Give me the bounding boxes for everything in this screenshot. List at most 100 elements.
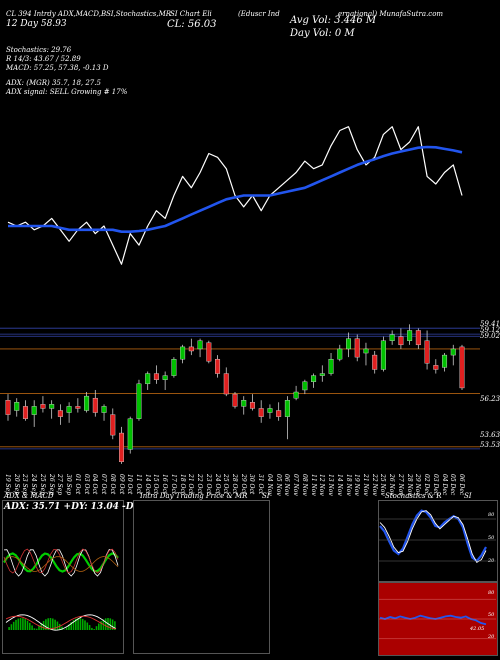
candle-body: [346, 338, 352, 350]
macd-histogram-bar: [95, 626, 98, 630]
macd-signal-line: [5, 615, 117, 630]
rsi-tick-50: 50: [488, 612, 495, 618]
macd-histogram-bar: [109, 618, 112, 630]
intraday-panel-title: Intra Day Trading Price & MR: [140, 492, 248, 500]
price-label-2: 59.12: [480, 326, 500, 334]
header-indicators: CL 394 Intrdy ADX,MACD,B: [6, 10, 107, 18]
price-label-4: 56.23: [480, 395, 500, 403]
stochastics-value: Stochastics: 29.76: [6, 46, 72, 54]
candle-body: [293, 391, 299, 399]
candle-body: [433, 365, 439, 370]
stoch-tick-80: 80: [488, 512, 495, 518]
macd-histogram-bar: [49, 618, 52, 630]
day-volume: Day Vol: 0 M: [290, 28, 355, 39]
macd-histogram-bar: [52, 618, 54, 630]
macd-histogram-bar: [79, 618, 82, 630]
macd-histogram-bar: [81, 618, 84, 630]
candle-body: [258, 408, 264, 417]
macd-histogram-bar: [70, 622, 72, 630]
candle-body: [337, 348, 343, 360]
candle-body: [241, 400, 247, 407]
candle-body: [232, 393, 238, 407]
macd-value: MACD: 57.25, 57.38, -0.13 D: [6, 64, 109, 72]
macd-histogram-bar: [10, 624, 13, 630]
macd-histogram-bar: [24, 619, 26, 630]
candle-body: [442, 354, 448, 368]
macd-line: [5, 614, 117, 631]
candle-body: [180, 346, 186, 360]
minus-di-line: [3, 548, 119, 574]
candle-body: [31, 406, 37, 415]
candle-body: [415, 330, 421, 346]
macd-histogram-bar: [29, 622, 31, 630]
candle-body: [215, 358, 221, 374]
candle-body: [363, 348, 369, 354]
candle-body: [5, 400, 11, 415]
candle-body: [153, 373, 159, 380]
candle-body: [127, 418, 133, 450]
candle-body: [319, 373, 325, 376]
candle-body: [66, 406, 72, 413]
candle-body: [450, 348, 456, 356]
candle-body: [354, 338, 360, 358]
candle-body: [84, 395, 90, 411]
adx-orange-line: [3, 556, 119, 572]
candle-body: [92, 397, 98, 413]
candle-body: [75, 406, 81, 409]
candle-body: [249, 402, 255, 409]
header-company: (Eduscr Ind: [238, 10, 280, 18]
macd-histogram-bar: [8, 627, 10, 630]
price-label-3: 59.02: [480, 332, 500, 340]
adx-panel-title: ADX & MACD: [4, 492, 54, 500]
macd-histogram-bar: [54, 619, 56, 630]
header-indicators-b: SI,Stochastics,MR: [106, 10, 172, 18]
candle-body: [276, 410, 282, 417]
candle-body: [136, 383, 142, 419]
candle-body: [389, 334, 395, 341]
price-label-5: 53.63: [480, 431, 500, 439]
candle-body: [459, 346, 465, 389]
stochastics-panel: [378, 500, 498, 582]
candle-body: [328, 358, 334, 374]
macd-histogram-bar: [47, 618, 49, 630]
candle-body: [223, 373, 229, 395]
rsi-tick-80: 80: [488, 590, 495, 596]
macd-histogram-bar: [93, 629, 95, 630]
macd-histogram-bar: [33, 628, 36, 630]
macd-histogram-bar: [19, 618, 22, 630]
candle-body: [398, 336, 404, 346]
price-label-1: 59.41: [480, 320, 500, 328]
candle-body: [171, 358, 177, 376]
candle-body: [110, 414, 116, 436]
candle-body: [302, 381, 308, 391]
candle-body: [49, 404, 55, 409]
macd-histogram-bar: [104, 618, 107, 630]
macd-histogram-bar: [68, 624, 70, 630]
macd-histogram-bar: [98, 623, 100, 630]
macd-histogram-bar: [45, 619, 47, 630]
candle-body: [22, 406, 28, 419]
macd-histogram-bar: [100, 621, 102, 630]
macd-histogram-bar: [75, 618, 77, 630]
candle-body: [57, 410, 63, 417]
macd-histogram-bar: [12, 621, 15, 630]
candle-body: [14, 402, 20, 411]
candle-body: [424, 340, 430, 364]
candle-body: [372, 354, 378, 370]
moving-average-line: [8, 145, 463, 233]
intraday-panel-title-b: SI: [262, 492, 270, 500]
price-line: [7, 126, 463, 265]
macd-histogram-bar: [58, 623, 61, 630]
candle-body: [118, 432, 124, 462]
adx-value: ADX: (MGR) 35.7, 18, 27.5: [6, 79, 101, 87]
avg-volume: Avg Vol: 3.446 M: [290, 15, 377, 26]
stochastic-k-line: [379, 509, 487, 563]
candle-body: [188, 346, 194, 352]
plus-di-line: [3, 549, 119, 577]
macd-histogram-bar: [86, 622, 89, 630]
adx-values: ADX: 35.71 +DY: 13.04 -DY: 27.54: [4, 502, 174, 512]
candle-body: [162, 375, 168, 380]
candle-body: [267, 408, 273, 413]
candle-body: [284, 400, 290, 417]
